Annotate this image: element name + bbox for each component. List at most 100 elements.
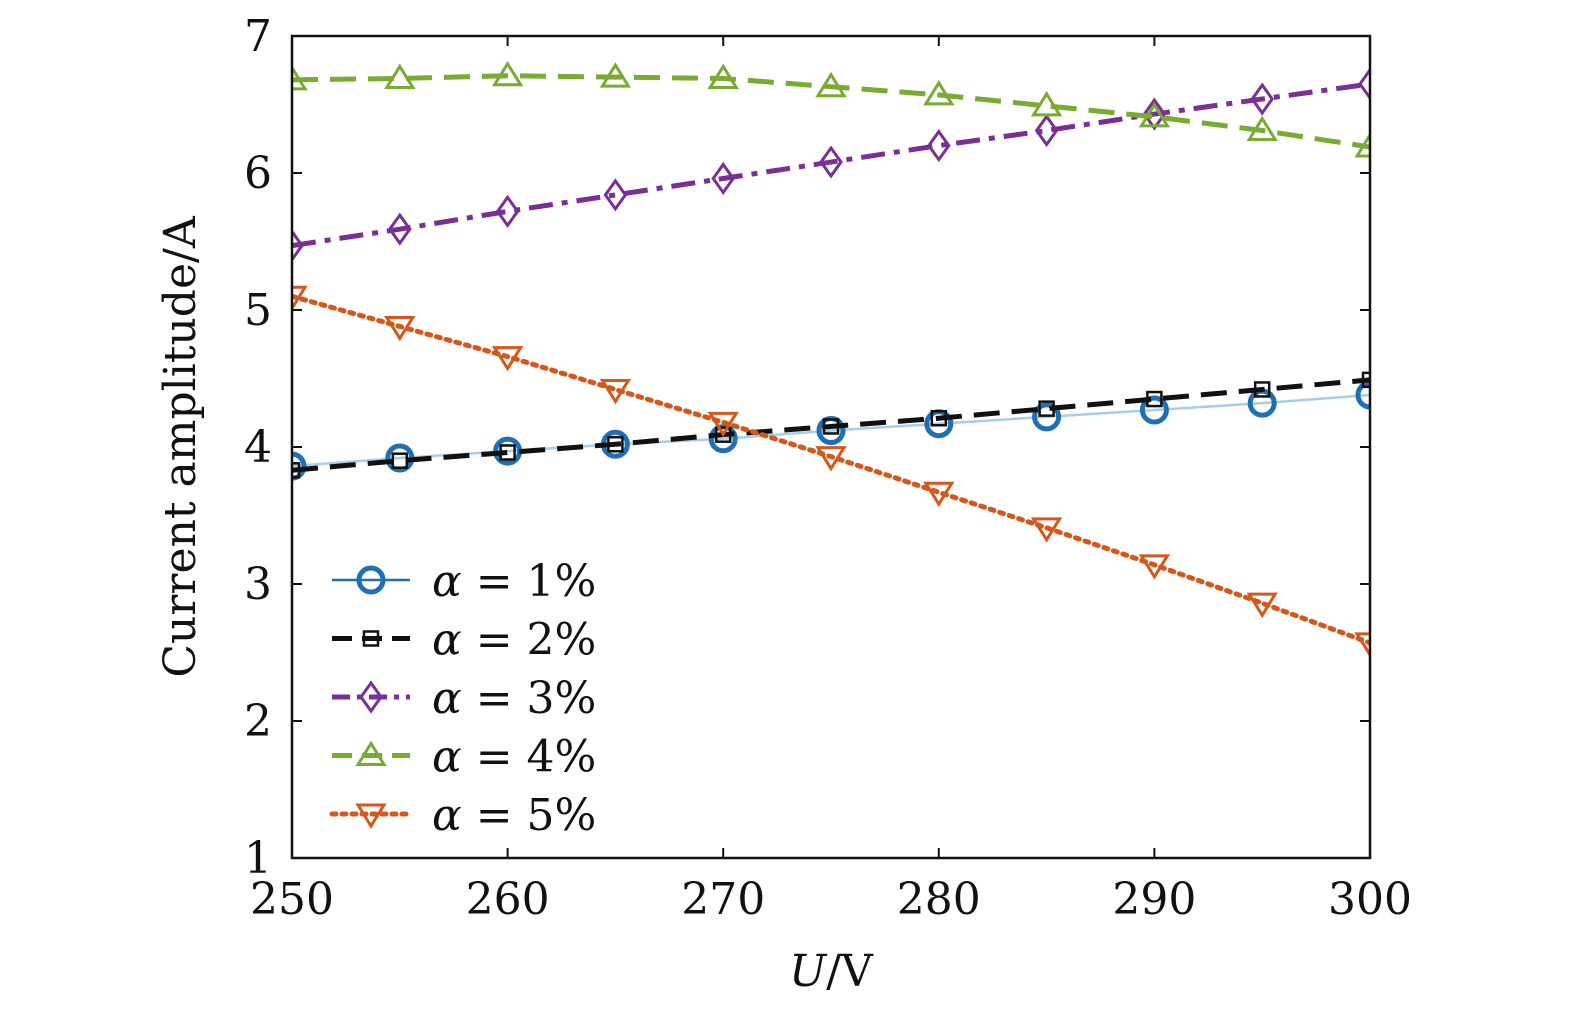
legend-label-symbol: α [432,615,462,666]
series-4-point [815,71,847,98]
series-4-point [292,64,308,91]
legend-item: α = 2% [332,615,596,666]
series-1-point [1032,402,1062,432]
series-3-point [603,178,628,212]
x-tick-label: 260 [466,874,550,925]
series-3-point [1250,82,1275,116]
series-layer [292,60,1370,658]
series-3-point [387,212,412,246]
series-1-point [292,451,307,481]
series-5-point [491,346,524,372]
series-2-point [391,452,409,469]
legend-label: α = 1% [432,556,596,607]
series-3-point [1358,67,1370,101]
series-5-point [923,481,955,508]
series-3-point [819,145,843,179]
series-4-point [707,63,739,89]
series-3 [292,67,1370,263]
x-tick-label: 300 [1328,874,1412,925]
legend-marker [362,630,380,647]
series-2 [292,371,1370,479]
legend-marker [355,803,387,829]
series-4-line [292,73,1370,150]
legend-label-value: = 3% [462,673,597,724]
y-tick-label: 2 [244,696,272,747]
legend-label: α = 5% [432,790,596,841]
legend-label-value: = 1% [462,556,597,607]
series-5-line [292,293,1370,646]
x-axis-title: U/V [789,946,874,997]
series-4-point [1138,101,1171,128]
series-1-point [1355,380,1370,410]
series-2-point [1361,371,1370,389]
ticks-layer: 250 260 270 280 290 300 1 2 3 4 5 6 7 [244,11,1412,925]
series-4-point [384,63,416,89]
series-5-point [1030,517,1063,543]
series-3-point [495,194,520,228]
series-4 [292,60,1370,158]
legend-label: α = 2% [432,615,596,666]
series-4-point [923,80,955,106]
series-5-point [384,315,416,342]
y-tick-label: 5 [244,285,272,336]
series-4-point [1030,91,1063,117]
series-1-point [1139,395,1169,425]
legend-label: α = 3% [432,673,596,724]
series-1-line [292,393,1370,468]
series-5 [292,285,1370,658]
legend-marker [356,565,386,595]
series-2-line [292,377,1370,473]
x-tick-label: 280 [897,874,981,925]
x-tick-label: 270 [681,874,765,925]
series-4-point [491,60,524,87]
series-5-point [1138,554,1171,580]
legend-label-value: = 2% [462,615,597,666]
legend-label-symbol: α [432,673,462,724]
legend-label: α = 4% [432,732,596,783]
series-3-point [926,129,951,163]
legend-marker [359,680,383,714]
series-5-point [1246,592,1278,619]
y-tick-label: 7 [244,11,272,62]
legend-label-symbol: α [432,732,462,783]
x-axis-title-italic: U [789,946,828,997]
x-tick-label: 290 [1112,874,1196,925]
legend-item: α = 3% [332,673,596,724]
series-3-point [292,229,304,263]
legend: α = 1%α = 2%α = 3%α = 4%α = 5% [329,556,596,841]
series-5-point [707,411,739,438]
series-4-point [1354,132,1370,158]
series-2-point [714,426,732,443]
series-2-point [292,462,301,479]
series-2-point [1146,390,1163,408]
y-tick-label: 4 [244,422,272,473]
series-4-point [1246,115,1278,142]
series-2-point [499,444,516,461]
y-axis-title: Current amplitude/A [155,215,206,677]
series-2-point [607,436,624,453]
series-2-point [1038,400,1055,417]
legend-marker [355,740,387,766]
series-2-point [930,409,948,427]
series-5-point [292,285,308,312]
series-5-point [1354,632,1370,658]
legend-label-value: = 5% [462,790,597,841]
x-tick-label: 250 [250,874,334,925]
y-tick-label: 1 [244,833,272,884]
legend-label-symbol: α [432,790,462,841]
x-axis-title-rest: /V [826,946,874,997]
series-5-point [599,378,632,405]
series-3-point [711,161,736,196]
series-2-point [1253,381,1271,398]
series-3-point [1142,97,1167,131]
series-3-point [1034,113,1059,148]
legend-item: α = 1% [332,556,596,607]
series-2-point [822,418,840,435]
legend-label-symbol: α [432,556,462,607]
legend-item: α = 4% [332,732,596,783]
legend-item: α = 5% [329,790,596,841]
series-4-point [599,62,632,88]
y-tick-label: 6 [244,148,272,199]
series-5-point [815,446,847,472]
